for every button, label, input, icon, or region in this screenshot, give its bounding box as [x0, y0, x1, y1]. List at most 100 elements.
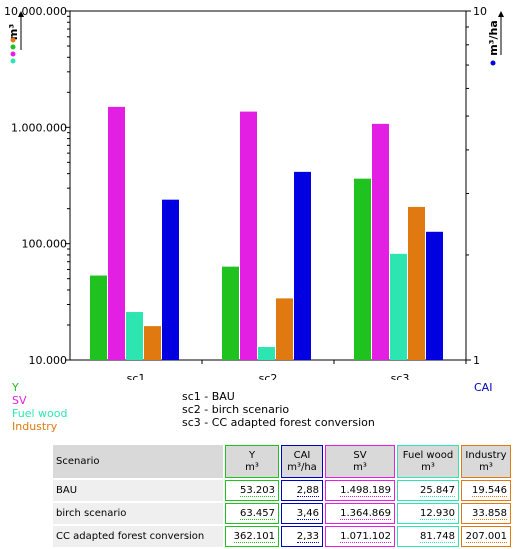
value-y: 362.101: [233, 531, 275, 543]
category-labels: sc1 sc2 sc3: [127, 372, 410, 380]
cell-industry: 33.858: [461, 503, 511, 524]
header-sv-unit: m³: [353, 461, 367, 473]
header-fuel-wood: Fuel wood m³: [397, 445, 459, 478]
right-tick-label: 10: [473, 5, 487, 18]
value-fuel-wood: 25.847: [420, 485, 455, 497]
cell-y: 362.101: [225, 526, 279, 547]
legend-item-sv: SV: [12, 394, 27, 407]
value-sv: 1.364.869: [340, 508, 391, 520]
value-cai: 3,46: [296, 508, 319, 520]
bar-sv: [372, 123, 389, 361]
header-y: Y m³: [225, 445, 279, 478]
right-unit-label: m³/ha: [487, 20, 500, 56]
header-y-unit: m³: [245, 461, 259, 473]
header-sv: SV m³: [325, 445, 395, 478]
legend-item-fuel-wood: Fuel wood: [12, 407, 68, 420]
bar-cai: [426, 231, 443, 360]
legend-left: Y SV Fuel wood Industry: [12, 381, 67, 433]
right-unit-arrowhead: [498, 11, 504, 17]
bar-fuel-wood: [258, 347, 275, 360]
right-tick-label: 1: [473, 354, 480, 367]
row-name: birch scenario: [53, 503, 223, 524]
left-tick-label: 10.000: [29, 354, 68, 367]
cell-fuel-wood: 81.748: [397, 526, 459, 547]
header-cai-name: CAI: [293, 449, 311, 461]
cell-cai: 3,46: [281, 503, 323, 524]
cell-sv: 1.364.869: [325, 503, 395, 524]
left-tick-label: 100.000: [22, 238, 68, 251]
left-series-dot: [10, 37, 16, 43]
data-table: Scenario Y m³ CAI m³/ha SV m³ Fuel wood …: [51, 443, 513, 549]
header-scenario: Scenario: [53, 445, 223, 478]
right-series-dot: [490, 60, 496, 66]
header-sv-name: SV: [353, 449, 367, 461]
cell-fuel-wood: 12.930: [397, 503, 459, 524]
cell-industry: 19.546: [461, 480, 511, 501]
cell-sv: 1.071.102: [325, 526, 395, 547]
scenario-item: sc1 - BAU: [182, 390, 235, 403]
cell-cai: 2,88: [281, 480, 323, 501]
scenario-item: sc3 - CC adapted forest conversion: [182, 416, 375, 429]
left-tick-label: 1.000.000: [11, 121, 67, 134]
value-y: 63.457: [240, 508, 275, 520]
bar-y: [354, 178, 371, 360]
cell-fuel-wood: 25.847: [397, 480, 459, 501]
category-label: sc1: [127, 372, 146, 380]
left-tick-label: 10.000.000: [4, 5, 67, 18]
header-industry: Industry m³: [461, 445, 511, 478]
scenario-item: sc2 - birch scenario: [182, 403, 290, 416]
left-series-dot: [10, 44, 16, 50]
table-row: birch scenario 63.457 3,46 1.364.869 12.…: [53, 503, 511, 524]
left-unit-label: m³: [7, 24, 20, 40]
legend-item-cai: CAI: [474, 381, 493, 394]
cell-y: 53.203: [225, 480, 279, 501]
bar-y: [90, 275, 107, 360]
axis-ticks: 10.000 100.000 1.000.000 10.000.000 1 10: [4, 5, 487, 367]
value-industry: 33.858: [472, 508, 507, 520]
table-row: CC adapted forest conversion 362.101 2,3…: [53, 526, 511, 547]
scenario-legend: sc1 - BAU sc2 - birch scenario sc3 - CC …: [182, 390, 375, 429]
value-sv: 1.498.189: [340, 485, 391, 497]
cell-sv: 1.498.189: [325, 480, 395, 501]
value-sv: 1.071.102: [340, 531, 391, 543]
value-fuel-wood: 81.748: [420, 531, 455, 543]
cell-cai: 2,33: [281, 526, 323, 547]
cell-industry: 207.001: [461, 526, 511, 547]
header-fuel-wood-name: Fuel wood: [402, 449, 454, 461]
left-unit-arrowhead: [18, 11, 24, 17]
bars-group: [90, 106, 443, 361]
table-header-row: Scenario Y m³ CAI m³/ha SV m³ Fuel wood …: [53, 445, 511, 478]
legend-item-y: Y: [12, 381, 19, 394]
value-fuel-wood: 12.930: [420, 508, 455, 520]
table-row: BAU 53.203 2,88 1.498.189 25.847 19.546: [53, 480, 511, 501]
category-label: sc2: [259, 372, 278, 380]
left-series-dot: [10, 58, 16, 64]
category-label: sc3: [391, 372, 410, 380]
row-name: CC adapted forest conversion: [53, 526, 223, 547]
legend-item-industry: Industry: [12, 420, 58, 433]
cell-y: 63.457: [225, 503, 279, 524]
value-industry: 19.546: [472, 485, 507, 497]
value-cai: 2,33: [296, 531, 319, 543]
bar-industry: [144, 326, 161, 360]
header-fuel-wood-unit: m³: [421, 461, 435, 473]
bar-cai: [162, 199, 179, 360]
bar-fuel-wood: [390, 253, 407, 360]
row-name: BAU: [53, 480, 223, 501]
axis-units: m³ m³/ha: [7, 11, 504, 66]
value-cai: 2,88: [296, 485, 319, 497]
left-series-dot: [10, 51, 16, 57]
bar-cai: [294, 171, 311, 360]
bar-sv: [240, 111, 257, 360]
header-cai-unit: m³/ha: [287, 461, 317, 473]
bar-fuel-wood: [126, 312, 143, 360]
bar-y: [222, 266, 239, 360]
header-y-name: Y: [248, 449, 256, 461]
bar-industry: [276, 298, 293, 360]
value-y: 53.203: [240, 485, 275, 497]
header-industry-name: Industry: [465, 449, 507, 461]
bar-sv: [108, 106, 125, 360]
header-industry-unit: m³: [479, 461, 493, 473]
bar-industry: [408, 206, 425, 360]
